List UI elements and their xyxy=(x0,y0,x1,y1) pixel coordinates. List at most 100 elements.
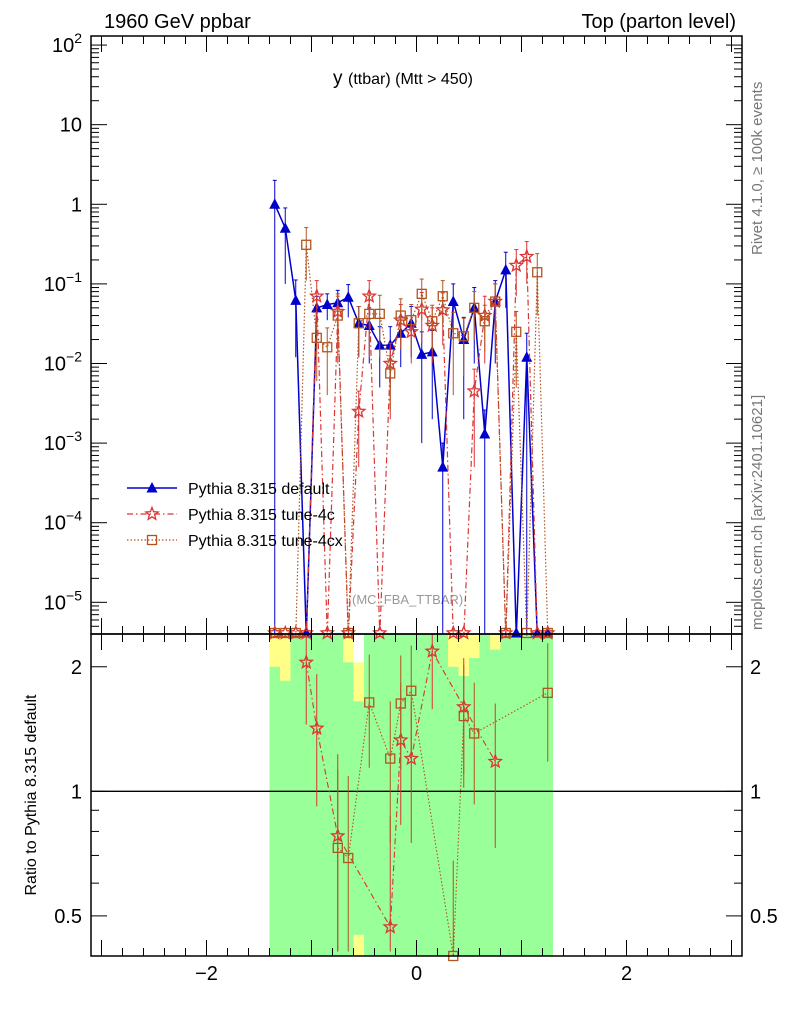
band-1sigma-bin xyxy=(479,634,490,956)
legend-marker xyxy=(144,505,160,521)
band-1sigma-bin xyxy=(500,634,511,956)
y-tick-label: 10 xyxy=(60,115,82,137)
ratio-point xyxy=(298,653,315,670)
legend-label: Pythia 8.315 tune-4c xyxy=(188,507,335,524)
band-1sigma-bin xyxy=(322,634,333,956)
band-1sigma-bin xyxy=(427,634,438,956)
data-point xyxy=(374,308,385,320)
ratio-y-tick-label-right: 2 xyxy=(750,657,761,679)
band-1sigma-bin xyxy=(437,634,448,956)
data-point xyxy=(343,627,354,639)
y-tick-label: 1 xyxy=(71,194,82,216)
y-tick-label: 10−5 xyxy=(44,587,82,614)
band-1sigma-bin xyxy=(280,680,291,956)
ratio-y-tick-label-right: 1 xyxy=(750,781,761,803)
y-tick-label: 102 xyxy=(52,30,82,57)
data-point xyxy=(508,257,525,273)
band-1sigma-bin xyxy=(301,634,312,956)
x-tick-label: 0 xyxy=(411,963,422,985)
main-series-group xyxy=(266,179,556,640)
band-1sigma-bin xyxy=(511,634,522,956)
ratio-series-square xyxy=(332,643,553,962)
series-line xyxy=(274,244,549,637)
data-point xyxy=(447,295,459,307)
data-point xyxy=(406,315,417,326)
data-point xyxy=(342,291,354,302)
data-point xyxy=(500,263,512,275)
data-point xyxy=(469,302,480,314)
series-square xyxy=(269,227,553,639)
data-point xyxy=(290,627,301,639)
data-point xyxy=(500,627,511,639)
legend: Pythia 8.315 default Pythia 8.315 tune-4c… xyxy=(127,481,343,550)
data-point xyxy=(479,316,490,327)
ratio-y-tick-label-left: 0.5 xyxy=(54,906,82,928)
band-1sigma-bin xyxy=(542,634,553,956)
data-point xyxy=(437,291,448,302)
ratio-point xyxy=(343,852,354,864)
band-1sigma-bin xyxy=(353,701,364,935)
data-point xyxy=(466,382,483,398)
data-point xyxy=(521,627,532,639)
x-tick-label: 2 xyxy=(621,963,632,985)
band-1sigma-bin xyxy=(521,634,532,956)
mcplots-label: mcplots.cern.ch [arXiv:2401.10621] xyxy=(749,395,766,630)
ratio-uncertainty-bands xyxy=(91,634,742,956)
data-point xyxy=(521,351,533,362)
process-title: Top (parton level) xyxy=(581,11,736,33)
y-tick-label: 10−2 xyxy=(44,348,82,375)
data-point xyxy=(511,326,522,337)
band-1sigma-bin xyxy=(374,634,385,956)
plot-title-cut: (ttbar) (Mtt > 450) xyxy=(348,71,473,88)
ratio-point xyxy=(385,753,396,764)
ratio-line xyxy=(337,689,549,957)
ratio-point xyxy=(469,728,480,739)
x-tick-label: −2 xyxy=(195,963,218,985)
data-point xyxy=(490,296,501,307)
data-point xyxy=(269,627,280,639)
y-tick-label: 10−1 xyxy=(44,269,82,296)
ratio-y-tick-label-right: 0.5 xyxy=(750,906,778,928)
ratio-series-group xyxy=(298,634,553,962)
data-point xyxy=(542,627,553,639)
data-point xyxy=(311,332,322,343)
legend-marker xyxy=(146,534,158,546)
ratio-point xyxy=(382,918,399,934)
data-point xyxy=(364,308,375,320)
ratio-y-tick-label-left: 1 xyxy=(71,781,82,803)
ratio-point xyxy=(542,687,553,698)
ratio-point xyxy=(403,750,420,766)
ratio-point xyxy=(458,710,469,722)
data-point xyxy=(385,368,396,379)
ratio-point xyxy=(364,697,375,708)
ratio-point xyxy=(487,753,504,769)
data-point xyxy=(479,428,491,439)
axis-ticks: 102 10 1 10−1 10−2 10−3 10−4 10−5 −2 0 2 2 2 1 1 0.5 0.5 xyxy=(44,30,778,985)
legend-marker xyxy=(146,482,158,493)
data-point xyxy=(290,294,302,305)
data-point xyxy=(371,624,388,640)
band-1sigma-bin xyxy=(269,666,280,956)
data-point xyxy=(280,627,291,639)
ratio-point xyxy=(406,685,417,696)
data-point xyxy=(455,624,472,640)
rivet-label: Rivet 4.1.0, ≥ 100k events xyxy=(749,82,766,255)
data-point xyxy=(518,248,535,264)
data-point xyxy=(322,342,333,353)
data-point xyxy=(332,310,343,321)
y-tick-label: 10−3 xyxy=(44,428,82,455)
data-point xyxy=(269,198,281,209)
y-tick-label: 10−4 xyxy=(44,508,82,535)
band-1sigma-bin xyxy=(469,657,480,956)
data-point xyxy=(510,627,522,638)
band-1sigma-bin xyxy=(416,634,427,956)
legend-label: Pythia 8.315 default xyxy=(188,481,330,498)
analysis-watermark: (MC_FBA_TTBAR) xyxy=(352,592,463,607)
band-1sigma-bin xyxy=(458,675,469,956)
ratio-point xyxy=(395,698,406,709)
energy-title: 1960 GeV ppbar xyxy=(104,11,251,33)
data-point xyxy=(458,331,469,342)
ratio-y-tick-label-left: 2 xyxy=(71,657,82,679)
data-point xyxy=(416,348,428,359)
